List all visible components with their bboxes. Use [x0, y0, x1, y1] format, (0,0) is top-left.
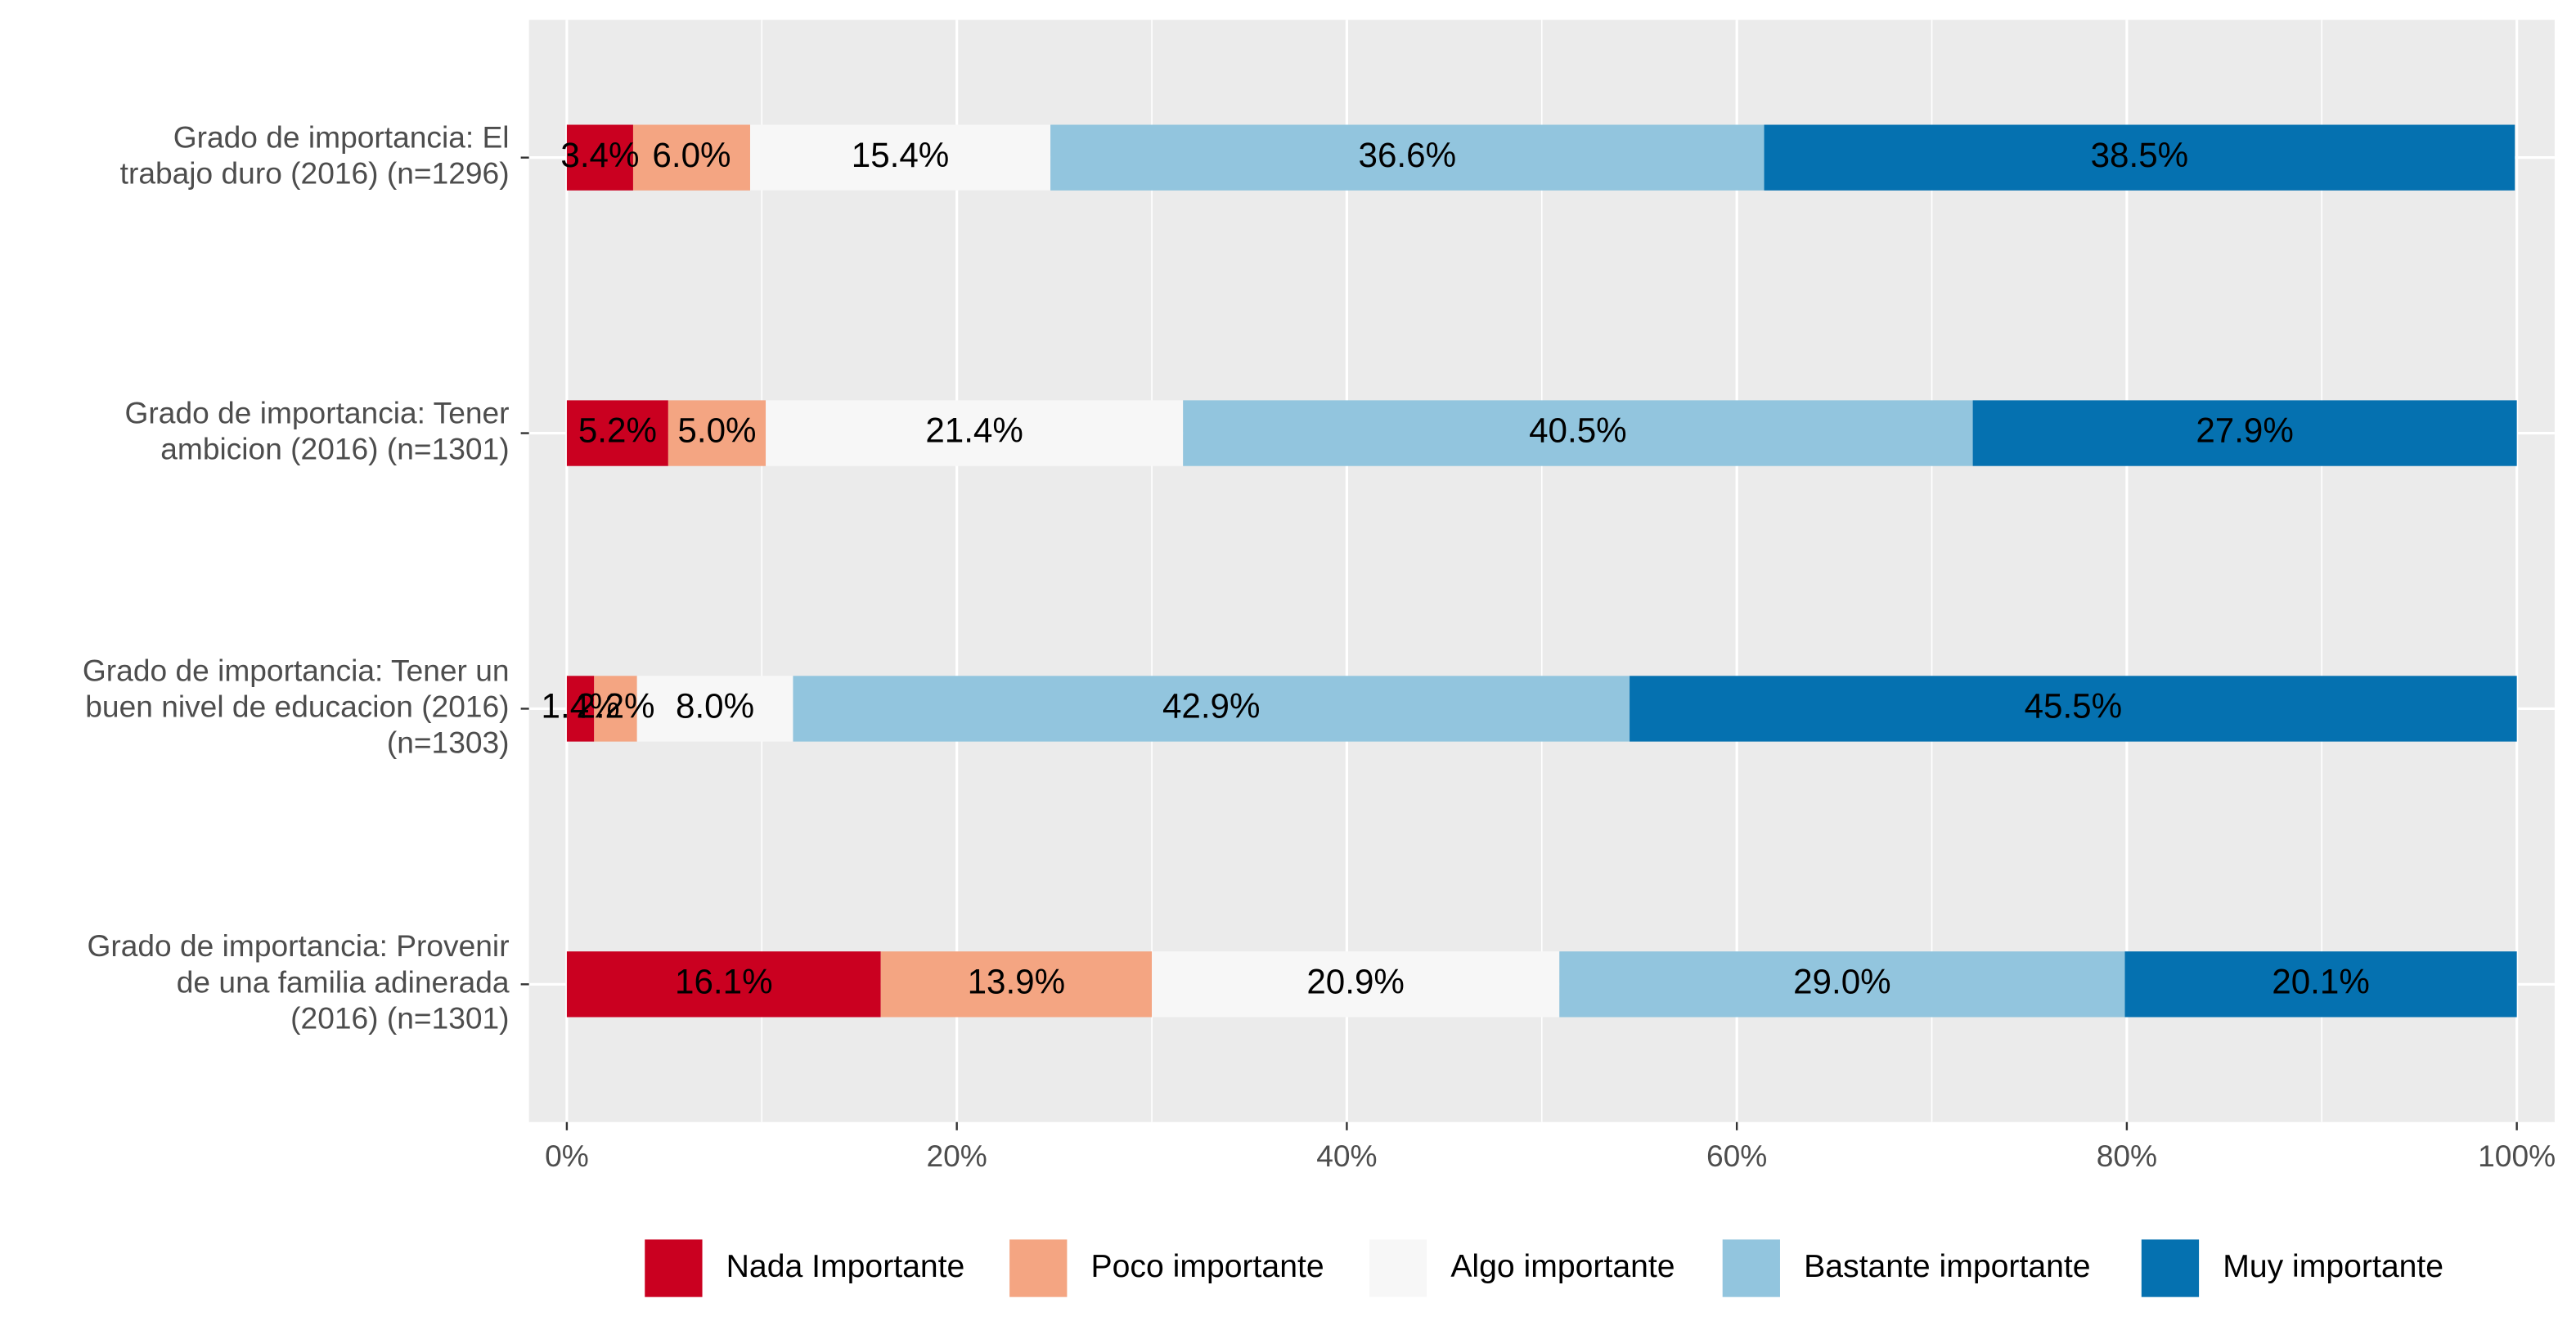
y-tick-label: Grado de importancia: El trabajo duro (20… [120, 119, 510, 190]
data-label: 5.0% [677, 411, 756, 450]
legend-item: Algo importante [1367, 1238, 1675, 1299]
legend-item: Poco importante [1008, 1238, 1324, 1299]
data-label: 42.9% [1162, 687, 1261, 726]
bar-segment [636, 676, 793, 742]
legend-item: Nada Importante [643, 1238, 965, 1299]
legend-key [2139, 1238, 2201, 1299]
bar-segment [668, 400, 767, 466]
bar-segment [766, 400, 1184, 466]
bar-segment [1972, 400, 2517, 466]
data-label: 27.9% [2196, 411, 2294, 450]
bar-segment [1152, 951, 1560, 1018]
legend-label: Poco importante [1091, 1249, 1324, 1284]
data-label: 13.9% [968, 962, 1066, 1000]
legend-label: Muy importante [2223, 1249, 2443, 1284]
legend-key [1720, 1238, 1782, 1299]
bar-segment [566, 951, 881, 1018]
bar-segment [793, 676, 1630, 742]
bar-segment [566, 124, 633, 191]
y-tick-label: Grado de importancia: Tener ambicion (201… [125, 395, 510, 465]
bar-segment [566, 400, 668, 466]
data-label: 1.4% [542, 687, 620, 726]
bar-segment [880, 951, 1153, 1018]
bar-segment [1764, 124, 2515, 191]
bar-segment [1630, 676, 2517, 742]
legend-label: Nada Importante [726, 1249, 965, 1284]
legend-label: Bastante importante [1804, 1249, 2090, 1284]
data-label: 6.0% [652, 136, 731, 174]
bar-segment [594, 676, 637, 742]
x-tick-label: 20% [926, 1139, 987, 1173]
x-tick-label: 40% [1316, 1139, 1377, 1173]
data-label: 38.5% [2091, 136, 2189, 174]
data-label: 29.0% [1793, 962, 1891, 1000]
bar-segment [1183, 400, 1973, 466]
data-label: 8.0% [676, 687, 754, 726]
data-label: 5.2% [578, 411, 657, 450]
data-label: 3.4% [560, 136, 639, 174]
x-tick-label: 80% [2097, 1139, 2157, 1173]
data-label: 40.5% [1529, 411, 1627, 450]
x-tick-label: 60% [1706, 1139, 1767, 1173]
data-label: 16.1% [675, 962, 773, 1000]
legend-item: Muy importante [2139, 1238, 2443, 1299]
data-label: 20.9% [1306, 962, 1405, 1000]
data-label: 20.1% [2272, 962, 2370, 1000]
legend-label: Algo importante [1450, 1249, 1675, 1284]
data-label: 45.5% [2025, 687, 2123, 726]
bar-segment [2124, 951, 2517, 1018]
legend-key [643, 1238, 704, 1299]
data-label: 21.4% [925, 411, 1023, 450]
x-tick-label: 100% [2478, 1139, 2556, 1173]
legend-key [1008, 1238, 1069, 1299]
bar-segment [1559, 951, 2125, 1018]
data-label: 2.2% [576, 687, 654, 726]
data-label: 36.6% [1359, 136, 1457, 174]
bar-segment [749, 124, 1051, 191]
bar-segment [632, 124, 750, 191]
bar-segment [566, 676, 595, 742]
x-tick-label: 0% [545, 1139, 589, 1173]
bar-segment [1050, 124, 1765, 191]
legend-key [1367, 1238, 1429, 1299]
y-tick-label: Grado de importancia: Provenir de una fam… [87, 928, 509, 1035]
legend-item: Bastante importante [1720, 1238, 2091, 1299]
y-tick-label: Grado de importancia: Tener un buen nivel… [83, 653, 510, 759]
data-label: 15.4% [852, 136, 950, 174]
